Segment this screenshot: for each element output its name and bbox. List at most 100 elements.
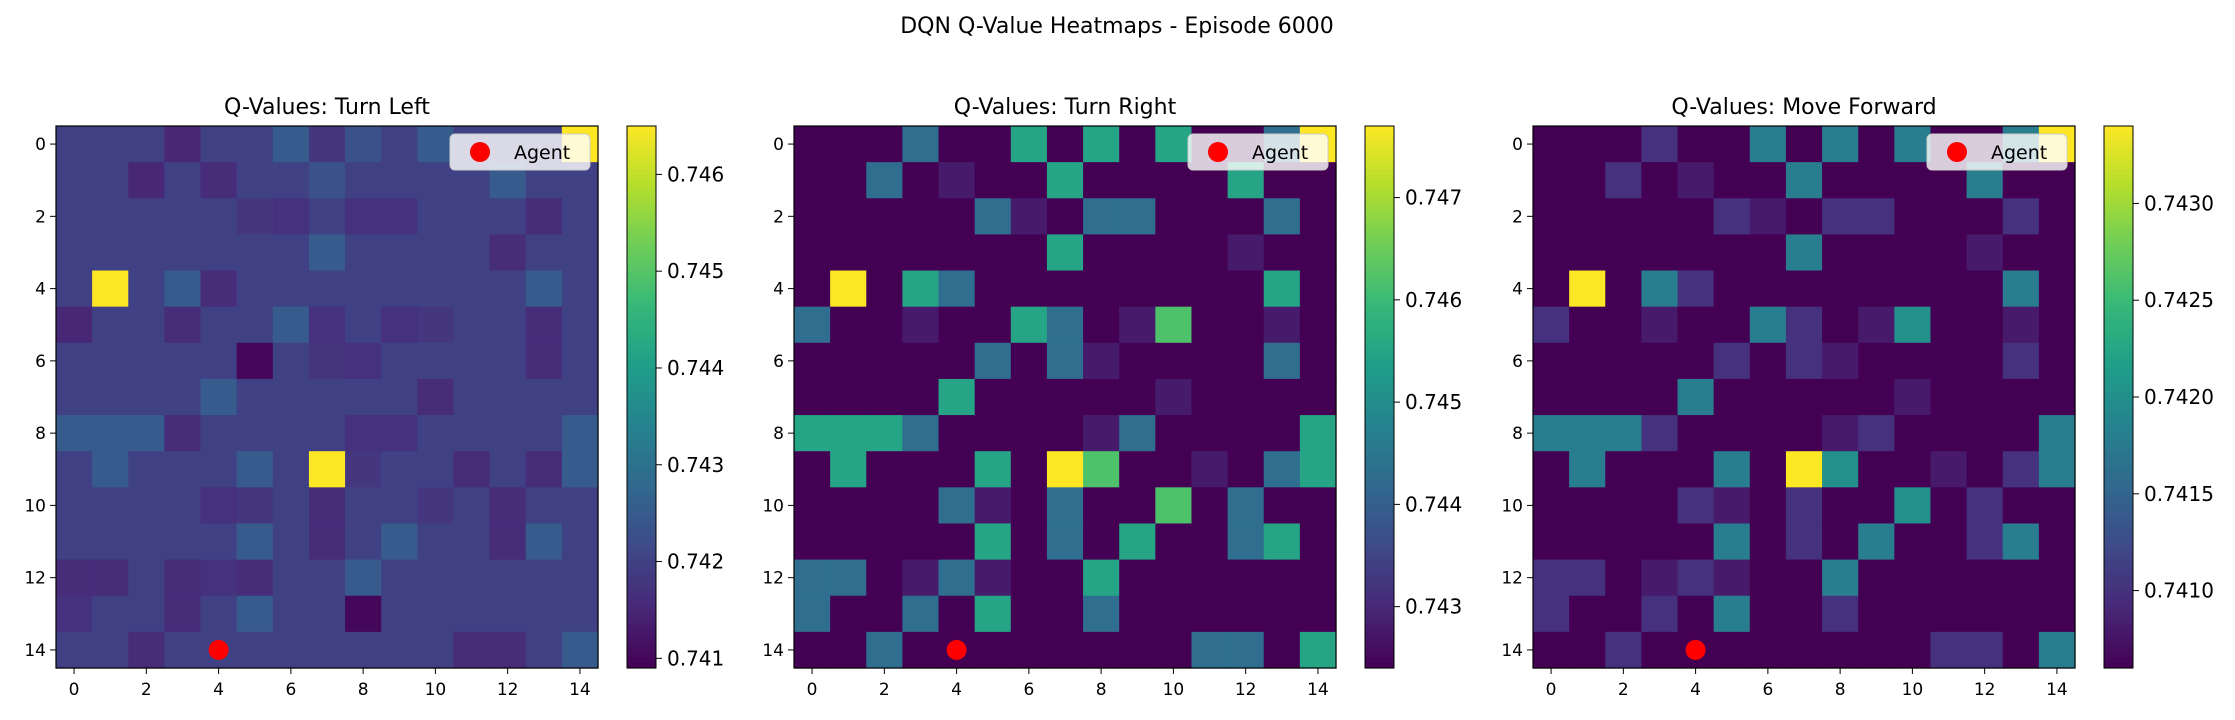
heatmap-cell: [1677, 559, 1715, 597]
heatmap-cell: [830, 270, 867, 308]
heatmap-cell: [561, 523, 599, 561]
colorbar-step: [627, 662, 656, 669]
heatmap-cell: [1046, 487, 1084, 525]
heatmap-cell: [1605, 523, 1642, 561]
heatmap-cell: [272, 306, 310, 344]
heatmap-cell: [417, 234, 455, 272]
y-tick-label: 14: [762, 641, 784, 661]
heatmap-cell: [1677, 451, 1715, 488]
heatmap-cell: [453, 270, 491, 308]
colorbar-step: [2104, 153, 2133, 160]
colorbar-step: [627, 359, 656, 366]
colorbar-step: [2104, 662, 2133, 669]
heatmap-cell: [2002, 451, 2040, 488]
heatmap-cell: [1641, 306, 1679, 344]
colorbar-step: [627, 201, 656, 208]
heatmap-cell: [128, 631, 165, 669]
heatmap-cell: [128, 198, 165, 235]
heatmap-cell: [381, 415, 418, 452]
heatmap-cell: [1641, 162, 1679, 199]
heatmap-cell: [1533, 198, 1570, 235]
heatmap-cell: [866, 523, 903, 561]
colorbar-step: [1365, 646, 1394, 653]
heatmap-cell: [1299, 342, 1337, 380]
colorbar-step: [1365, 250, 1394, 257]
colorbar-step: [627, 472, 656, 479]
colorbar-step: [627, 142, 656, 149]
heatmap-cell: [272, 487, 310, 525]
heatmap-cell: [417, 270, 455, 308]
heatmap-cell: [56, 415, 93, 452]
colorbar-step: [627, 283, 656, 290]
heatmap-cell: [1930, 595, 1968, 633]
heatmap-cell: [92, 306, 129, 344]
colorbar-step: [1365, 294, 1394, 301]
heatmap-cell: [1299, 270, 1337, 308]
colorbar-step: [2104, 489, 2133, 496]
heatmap-cell: [345, 378, 382, 416]
colorbar-step: [627, 180, 656, 187]
colorbar-step: [627, 245, 656, 252]
colorbar-step: [2104, 136, 2133, 143]
x-tick-label: 8: [1096, 680, 1107, 700]
heatmap-cell: [1299, 595, 1337, 633]
colorbar-tick-label: 0.743: [1405, 595, 1462, 619]
heatmap-cell: [525, 523, 563, 561]
heatmap-cell: [417, 451, 455, 488]
colorbar-step: [1365, 391, 1394, 398]
heatmap-cell: [1083, 415, 1120, 452]
colorbar-step: [1365, 662, 1394, 669]
heatmap-cell: [1713, 234, 1751, 272]
heatmap-cell: [1119, 631, 1156, 669]
heatmap-cell: [1966, 234, 2004, 272]
heatmap-cell: [1119, 234, 1156, 272]
heatmap-cell: [164, 342, 202, 380]
heatmap-cell: [56, 487, 93, 525]
legend-box: [1926, 133, 2068, 171]
heatmap-cell: [1569, 595, 1606, 633]
heatmap-cell: [1785, 378, 1823, 416]
heatmap-cell: [938, 451, 976, 488]
heatmap-cell: [938, 378, 976, 416]
heatmap-cell: [1713, 270, 1751, 308]
colorbar-step: [1365, 445, 1394, 452]
heatmap-cell: [272, 270, 310, 308]
colorbar-step: [2104, 256, 2133, 263]
heatmap-cell: [794, 487, 831, 525]
colorbar-step: [627, 418, 656, 425]
heatmap-cell: [2002, 523, 2040, 561]
heatmap-cell: [1119, 306, 1156, 344]
heatmap-cell: [1641, 559, 1679, 597]
heatmap-cell: [1155, 595, 1193, 633]
heatmap-cell: [200, 595, 238, 633]
heatmap-cell: [92, 559, 129, 597]
colorbar-step: [627, 521, 656, 528]
colorbar-step: [1365, 592, 1394, 599]
colorbar-tick-label: 0.7410: [2144, 579, 2214, 603]
y-tick-label: 0: [35, 135, 46, 155]
colorbar-step: [627, 646, 656, 653]
heatmap-cell: [489, 342, 527, 380]
colorbar-step: [627, 136, 656, 143]
heatmap-cell: [1533, 595, 1570, 633]
colorbar-step: [1365, 142, 1394, 149]
colorbar-step: [2104, 499, 2133, 506]
heatmap-cell: [1641, 415, 1679, 452]
heatmap-cell: [1227, 451, 1265, 488]
heatmap-cell: [830, 342, 867, 380]
colorbar-tick-label: 0.747: [1405, 186, 1462, 210]
heatmap-cell: [1263, 342, 1301, 380]
colorbar-step: [1365, 499, 1394, 506]
colorbar-step: [2104, 527, 2133, 534]
colorbar-step: [2104, 207, 2133, 214]
heatmap-cell: [489, 306, 527, 344]
heatmap-cell: [1641, 234, 1679, 272]
heatmap-cell: [1155, 631, 1193, 669]
heatmap-cell: [974, 378, 1012, 416]
heatmap-cell: [938, 126, 976, 163]
heatmap-cell: [1858, 631, 1895, 669]
colorbar-step: [2104, 624, 2133, 631]
heatmap-cell: [236, 342, 274, 380]
heatmap-cell: [56, 523, 93, 561]
heatmap-cell: [561, 451, 599, 488]
